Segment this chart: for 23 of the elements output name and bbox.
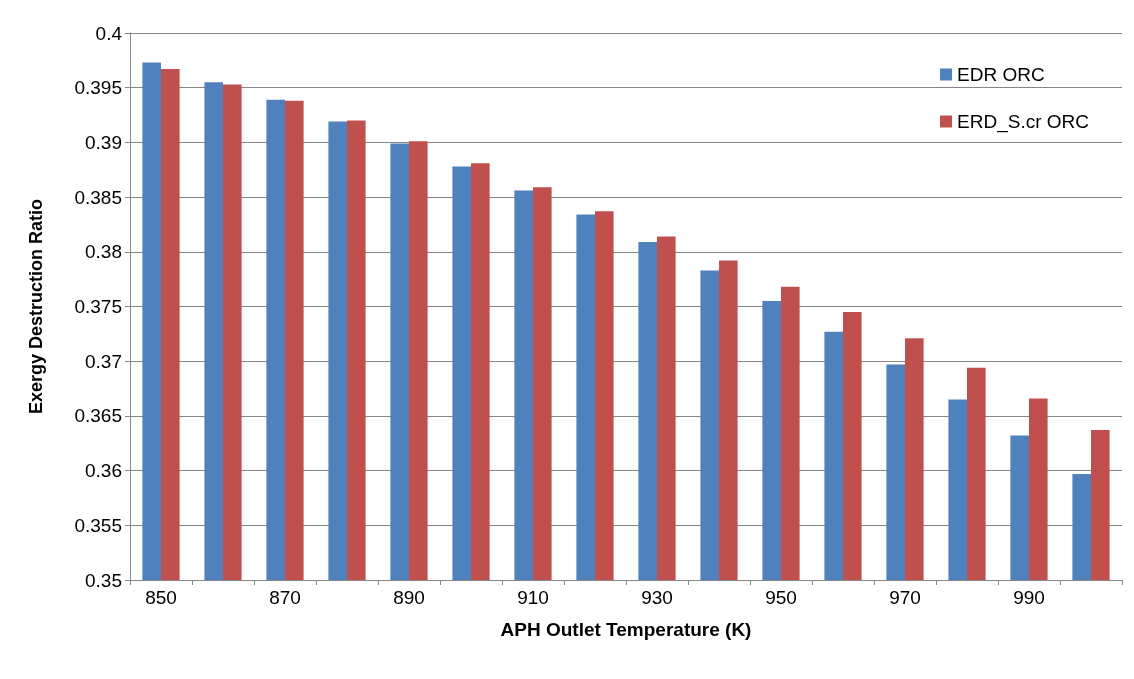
y-tick-label: 0.355	[74, 514, 122, 536]
x-tick-label: 950	[765, 587, 797, 608]
y-tick-label: 0.365	[74, 405, 122, 427]
y-tick-label: 0.35	[85, 569, 122, 591]
y-tick-label: 0.37	[85, 350, 122, 372]
x-tick-label: 910	[517, 587, 549, 608]
legend-label: EDR ORC	[957, 64, 1045, 85]
y-tick-label: 0.4	[95, 22, 123, 44]
y-tick-label: 0.375	[74, 296, 122, 317]
y-tick-label: 0.395	[74, 77, 122, 99]
y-axis-title: Exergy Destruction Ratio	[26, 198, 46, 415]
legend-label: ERD_S.cr ORC	[957, 111, 1090, 133]
y-tick-label: 0.36	[85, 460, 122, 482]
y-tick-label: 0.385	[74, 186, 122, 208]
x-tick-label: 870	[269, 587, 301, 608]
x-tick-label: 930	[641, 587, 673, 608]
x-tick-label: 990	[1013, 587, 1045, 608]
x-tick-label: 970	[889, 587, 921, 608]
x-axis-title: APH Outlet Temperature (K)	[500, 619, 752, 640]
x-tick-label: 890	[393, 587, 425, 608]
y-tick-label: 0.39	[85, 131, 122, 153]
x-tick-label: 850	[145, 587, 177, 608]
y-tick-label: 0.38	[85, 241, 122, 263]
